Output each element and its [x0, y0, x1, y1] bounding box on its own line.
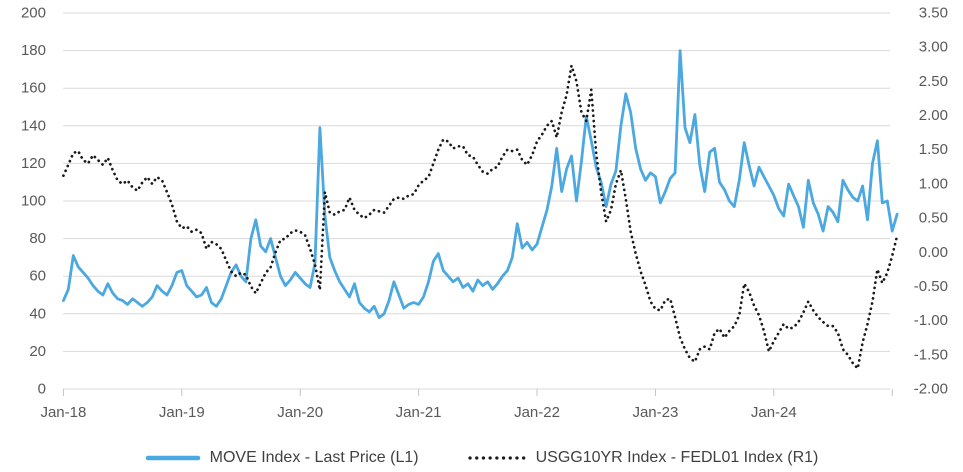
- right-axis-label: 1.00: [919, 175, 948, 192]
- legend-item-spread: USGG10YR Index - FEDL01 Index (R1): [467, 449, 819, 467]
- left-axis-label: 60: [29, 268, 46, 285]
- legend-label-move: MOVE Index - Last Price (L1): [209, 449, 419, 466]
- x-axis-label: Jan-22: [514, 404, 560, 421]
- spread-dotted-swatch: [467, 456, 527, 460]
- right-axis-label: 1.50: [919, 141, 948, 158]
- right-axis-label: 0.50: [919, 210, 948, 227]
- legend-item-move: MOVE Index - Last Price (L1): [145, 449, 419, 467]
- x-axis-label: Jan-19: [159, 404, 205, 421]
- left-axis-label: 100: [21, 193, 46, 210]
- right-axis-label: -2.00: [914, 381, 948, 398]
- left-axis-label: 160: [21, 80, 46, 97]
- right-axis-label: 2.00: [919, 107, 948, 124]
- right-axis-label: -1.00: [914, 312, 948, 329]
- move-line-series: [62, 49, 899, 319]
- x-axis-label: Jan-21: [396, 404, 442, 421]
- move-line-swatch: [145, 455, 200, 461]
- right-axis-label: 3.00: [919, 39, 948, 56]
- left-axis-label: 40: [29, 305, 46, 322]
- x-axis-label: Jan-24: [751, 404, 797, 421]
- left-axis-label: 20: [29, 343, 46, 360]
- left-axis-label: 200: [21, 5, 46, 22]
- left-axis-label: 120: [21, 155, 46, 172]
- right-axis-label: -0.50: [914, 278, 948, 295]
- x-axis-label: Jan-20: [277, 404, 323, 421]
- x-axis-label: Jan-23: [632, 404, 678, 421]
- right-axis-label: -1.50: [914, 346, 948, 363]
- legend-label-spread: USGG10YR Index - FEDL01 Index (R1): [535, 449, 819, 466]
- chart-plot-area: 2001801601401201008060402003.503.002.502…: [21, 5, 948, 422]
- right-axis-label: 3.50: [919, 5, 948, 22]
- left-axis-label: 140: [21, 117, 46, 134]
- chart-legend: MOVE Index - Last Price (L1) USGG10YR In…: [0, 446, 963, 470]
- right-axis-label: 0.00: [919, 244, 948, 261]
- x-axis-label: Jan-18: [40, 404, 86, 421]
- right-axis-label: 2.50: [919, 73, 948, 90]
- left-axis-label: 180: [21, 42, 46, 59]
- left-axis-label: 80: [29, 230, 46, 247]
- spread-dotted-series: [62, 64, 899, 370]
- left-axis-label: 0: [38, 381, 46, 398]
